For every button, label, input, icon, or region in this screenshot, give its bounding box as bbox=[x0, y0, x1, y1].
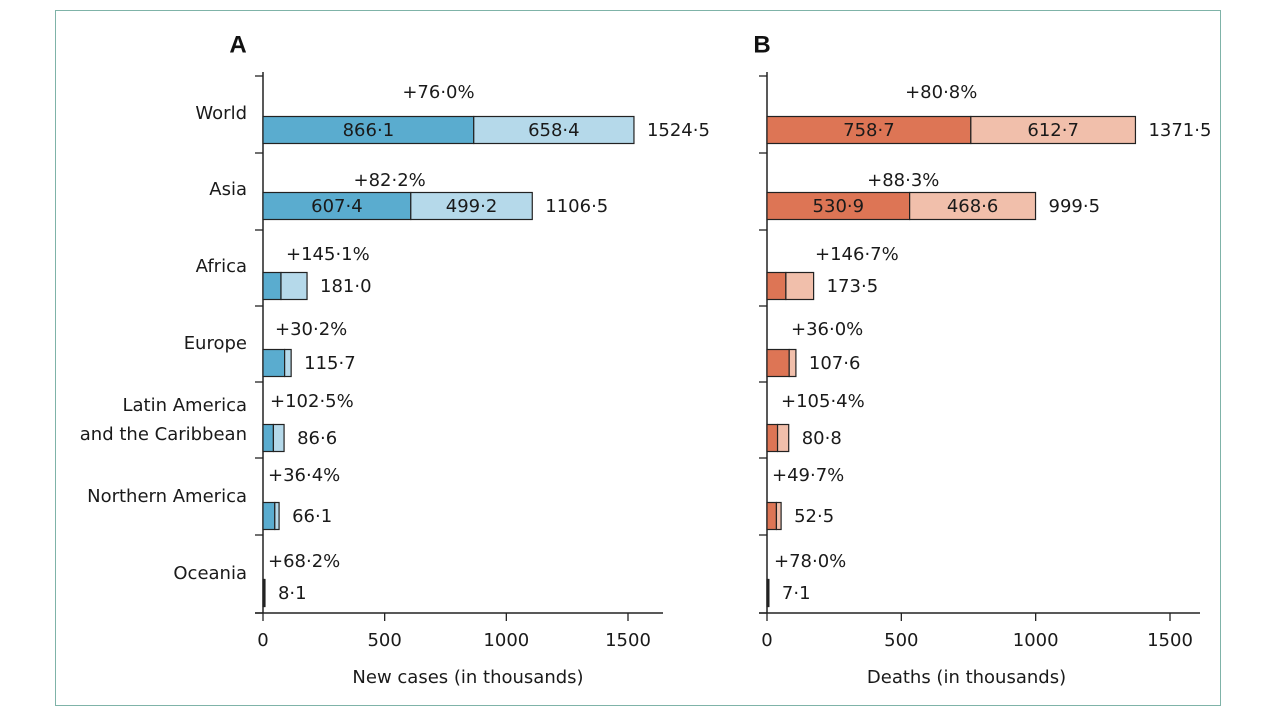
figure-frame bbox=[55, 10, 1221, 706]
bar-increase-b-3 bbox=[788, 348, 797, 378]
x-tick-label-a-1: 500 bbox=[367, 630, 401, 651]
pct-label-b-2: +146·7% bbox=[815, 244, 899, 265]
x-tick-label-b-1: 500 bbox=[884, 630, 918, 651]
bar-base-label-b-1: 530·9 bbox=[813, 196, 865, 217]
total-label-a-5: 66·1 bbox=[292, 506, 332, 527]
total-label-b-6: 7·1 bbox=[782, 583, 811, 604]
bar-base-label-a-0: 866·1 bbox=[343, 120, 395, 141]
pct-label-a-2: +145·1% bbox=[286, 244, 370, 265]
bar-base-label-a-1: 607·4 bbox=[311, 196, 363, 217]
bar-increase-a-0 bbox=[473, 115, 635, 145]
pct-label-b-3: +36·0% bbox=[791, 319, 863, 340]
bar-increase-label-a-1: 499·2 bbox=[446, 196, 498, 217]
x-tick-label-a-0: 0 bbox=[257, 630, 268, 651]
bar-base-label-b-0: 758·7 bbox=[843, 120, 895, 141]
total-label-b-0: 1371·5 bbox=[1148, 120, 1211, 141]
category-label-0: World bbox=[195, 103, 247, 124]
total-label-a-3: 115·7 bbox=[304, 353, 356, 374]
x-tick-label-a-2: 1000 bbox=[483, 630, 529, 651]
bar-increase-a-6 bbox=[263, 578, 266, 608]
bar-increase-a-4 bbox=[272, 423, 285, 453]
bar-increase-label-a-0: 658·4 bbox=[528, 120, 580, 141]
x-tick-label-a-3: 1500 bbox=[605, 630, 651, 651]
total-label-a-6: 8·1 bbox=[278, 583, 307, 604]
total-label-b-1: 999·5 bbox=[1049, 196, 1101, 217]
bar-increase-b-4 bbox=[776, 423, 790, 453]
bar-increase-a-5 bbox=[274, 501, 280, 531]
panel-letter-a: A bbox=[229, 31, 246, 58]
total-label-b-2: 173·5 bbox=[827, 276, 879, 297]
x-tick-label-b-0: 0 bbox=[761, 630, 772, 651]
bar-base-a-1 bbox=[262, 191, 412, 221]
bar-increase-b-6 bbox=[767, 578, 770, 608]
pct-label-a-4: +102·5% bbox=[270, 391, 354, 412]
bar-base-b-2 bbox=[766, 271, 787, 301]
bar-base-b-3 bbox=[766, 348, 790, 378]
bar-increase-a-3 bbox=[284, 348, 292, 378]
bar-increase-b-2 bbox=[785, 271, 815, 301]
category-label-6: Oceania bbox=[173, 563, 247, 584]
bar-base-b-4 bbox=[766, 423, 779, 453]
pct-label-b-4: +105·4% bbox=[781, 391, 865, 412]
bar-increase-label-b-1: 468·6 bbox=[947, 196, 999, 217]
bar-base-b-1 bbox=[766, 191, 911, 221]
total-label-b-4: 80·8 bbox=[802, 428, 842, 449]
bar-base-a-5 bbox=[262, 501, 276, 531]
x-tick-label-b-2: 1000 bbox=[1013, 630, 1059, 651]
category-label-5: Northern America bbox=[87, 486, 247, 507]
pct-label-a-3: +30·2% bbox=[275, 319, 347, 340]
bar-increase-a-2 bbox=[280, 271, 308, 301]
bar-increase-b-0 bbox=[970, 115, 1137, 145]
pct-label-b-0: +80·8% bbox=[905, 82, 977, 103]
total-label-a-1: 1106·5 bbox=[545, 196, 608, 217]
total-label-a-2: 181·0 bbox=[320, 276, 372, 297]
bar-base-b-0 bbox=[766, 115, 972, 145]
x-axis-label-a: New cases (in thousands) bbox=[352, 667, 583, 688]
bar-increase-label-b-0: 612·7 bbox=[1027, 120, 1079, 141]
category-label-2: Africa bbox=[196, 256, 247, 277]
pct-label-b-1: +88·3% bbox=[867, 170, 939, 191]
pct-label-b-5: +49·7% bbox=[772, 465, 844, 486]
bar-increase-b-5 bbox=[775, 501, 782, 531]
pct-label-b-6: +78·0% bbox=[774, 551, 846, 572]
category-label-4-line-2: and the Caribbean bbox=[80, 424, 247, 445]
bar-base-a-3 bbox=[262, 348, 286, 378]
category-label-4-line-1: Latin America bbox=[123, 395, 248, 416]
total-label-b-5: 52·5 bbox=[794, 506, 834, 527]
pct-label-a-0: +76·0% bbox=[402, 82, 474, 103]
category-label-3: Europe bbox=[184, 333, 247, 354]
bar-base-a-4 bbox=[262, 423, 275, 453]
x-tick-label-b-3: 1500 bbox=[1147, 630, 1193, 651]
x-axis-label-b: Deaths (in thousands) bbox=[867, 667, 1066, 688]
bar-base-a-0 bbox=[262, 115, 475, 145]
total-label-a-4: 86·6 bbox=[297, 428, 337, 449]
pct-label-a-6: +68·2% bbox=[268, 551, 340, 572]
bar-increase-a-1 bbox=[410, 191, 533, 221]
pct-label-a-5: +36·4% bbox=[268, 465, 340, 486]
total-label-a-0: 1524·5 bbox=[647, 120, 710, 141]
panel-letter-b: B bbox=[753, 31, 770, 58]
bar-base-a-2 bbox=[262, 271, 282, 301]
bar-base-b-5 bbox=[766, 501, 778, 531]
total-label-b-3: 107·6 bbox=[809, 353, 861, 374]
bar-increase-b-1 bbox=[909, 191, 1037, 221]
pct-label-a-1: +82·2% bbox=[354, 170, 426, 191]
category-label-1: Asia bbox=[209, 179, 247, 200]
